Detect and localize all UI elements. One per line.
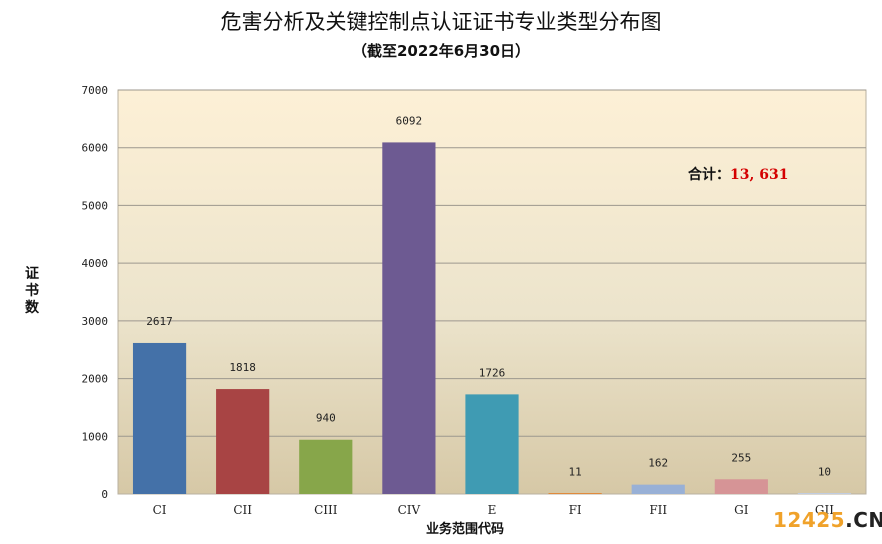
data-label: 11 xyxy=(568,465,581,478)
y-tick-label: 2000 xyxy=(82,373,109,386)
y-tick-label: 5000 xyxy=(82,199,109,212)
y-tick-label: 3000 xyxy=(82,315,109,328)
total-value: 13, 631 xyxy=(730,167,789,183)
data-label: 2617 xyxy=(146,315,173,328)
y-axis-label: 证书数 xyxy=(25,266,39,316)
x-tick-label: GII xyxy=(815,503,834,517)
data-label: 255 xyxy=(731,451,751,464)
chart-subtitle: （截至2022年6月30日） xyxy=(351,42,531,60)
total-annotation: 合计：13, 631 xyxy=(688,164,788,184)
bar-ci xyxy=(132,342,187,494)
bar-gii xyxy=(797,493,852,494)
data-label: 1818 xyxy=(229,361,256,374)
watermark-domain: .CN xyxy=(845,508,882,532)
bar-civ xyxy=(382,142,436,494)
x-tick-label: CI xyxy=(153,503,167,517)
bar-fi xyxy=(548,493,602,494)
data-label: 10 xyxy=(818,465,831,478)
x-tick-label: CIII xyxy=(314,503,338,517)
x-tick-label: GI xyxy=(734,503,749,517)
bar-cii xyxy=(216,389,270,494)
y-tick-label: 1000 xyxy=(82,430,109,443)
data-label: 940 xyxy=(316,412,336,425)
data-label: 1726 xyxy=(479,366,506,379)
y-tick-label: 6000 xyxy=(82,142,109,155)
chart-title: 危害分析及关键控制点认证证书专业类型分布图 xyxy=(220,10,662,34)
data-label: 6092 xyxy=(396,114,423,127)
total-label: 合计： xyxy=(688,167,730,183)
watermark-number: 12425 xyxy=(773,508,846,532)
bar-fii xyxy=(631,484,685,494)
x-tick-label: CII xyxy=(233,503,252,517)
bar-e xyxy=(465,394,519,494)
x-tick-label: E xyxy=(488,503,497,517)
x-tick-label: FI xyxy=(569,503,582,517)
site-watermark: 12425.CN xyxy=(773,508,882,532)
bar-gi xyxy=(714,479,768,494)
y-tick-label: 4000 xyxy=(82,257,109,270)
x-tick-label: FII xyxy=(649,503,667,517)
x-axis-label: 业务范围代码 xyxy=(425,522,504,537)
bar-ciii xyxy=(299,439,353,494)
y-tick-label: 7000 xyxy=(82,84,109,97)
y-tick-label: 0 xyxy=(101,488,108,501)
data-label: 162 xyxy=(648,457,668,470)
x-tick-label: CIV xyxy=(398,503,421,517)
